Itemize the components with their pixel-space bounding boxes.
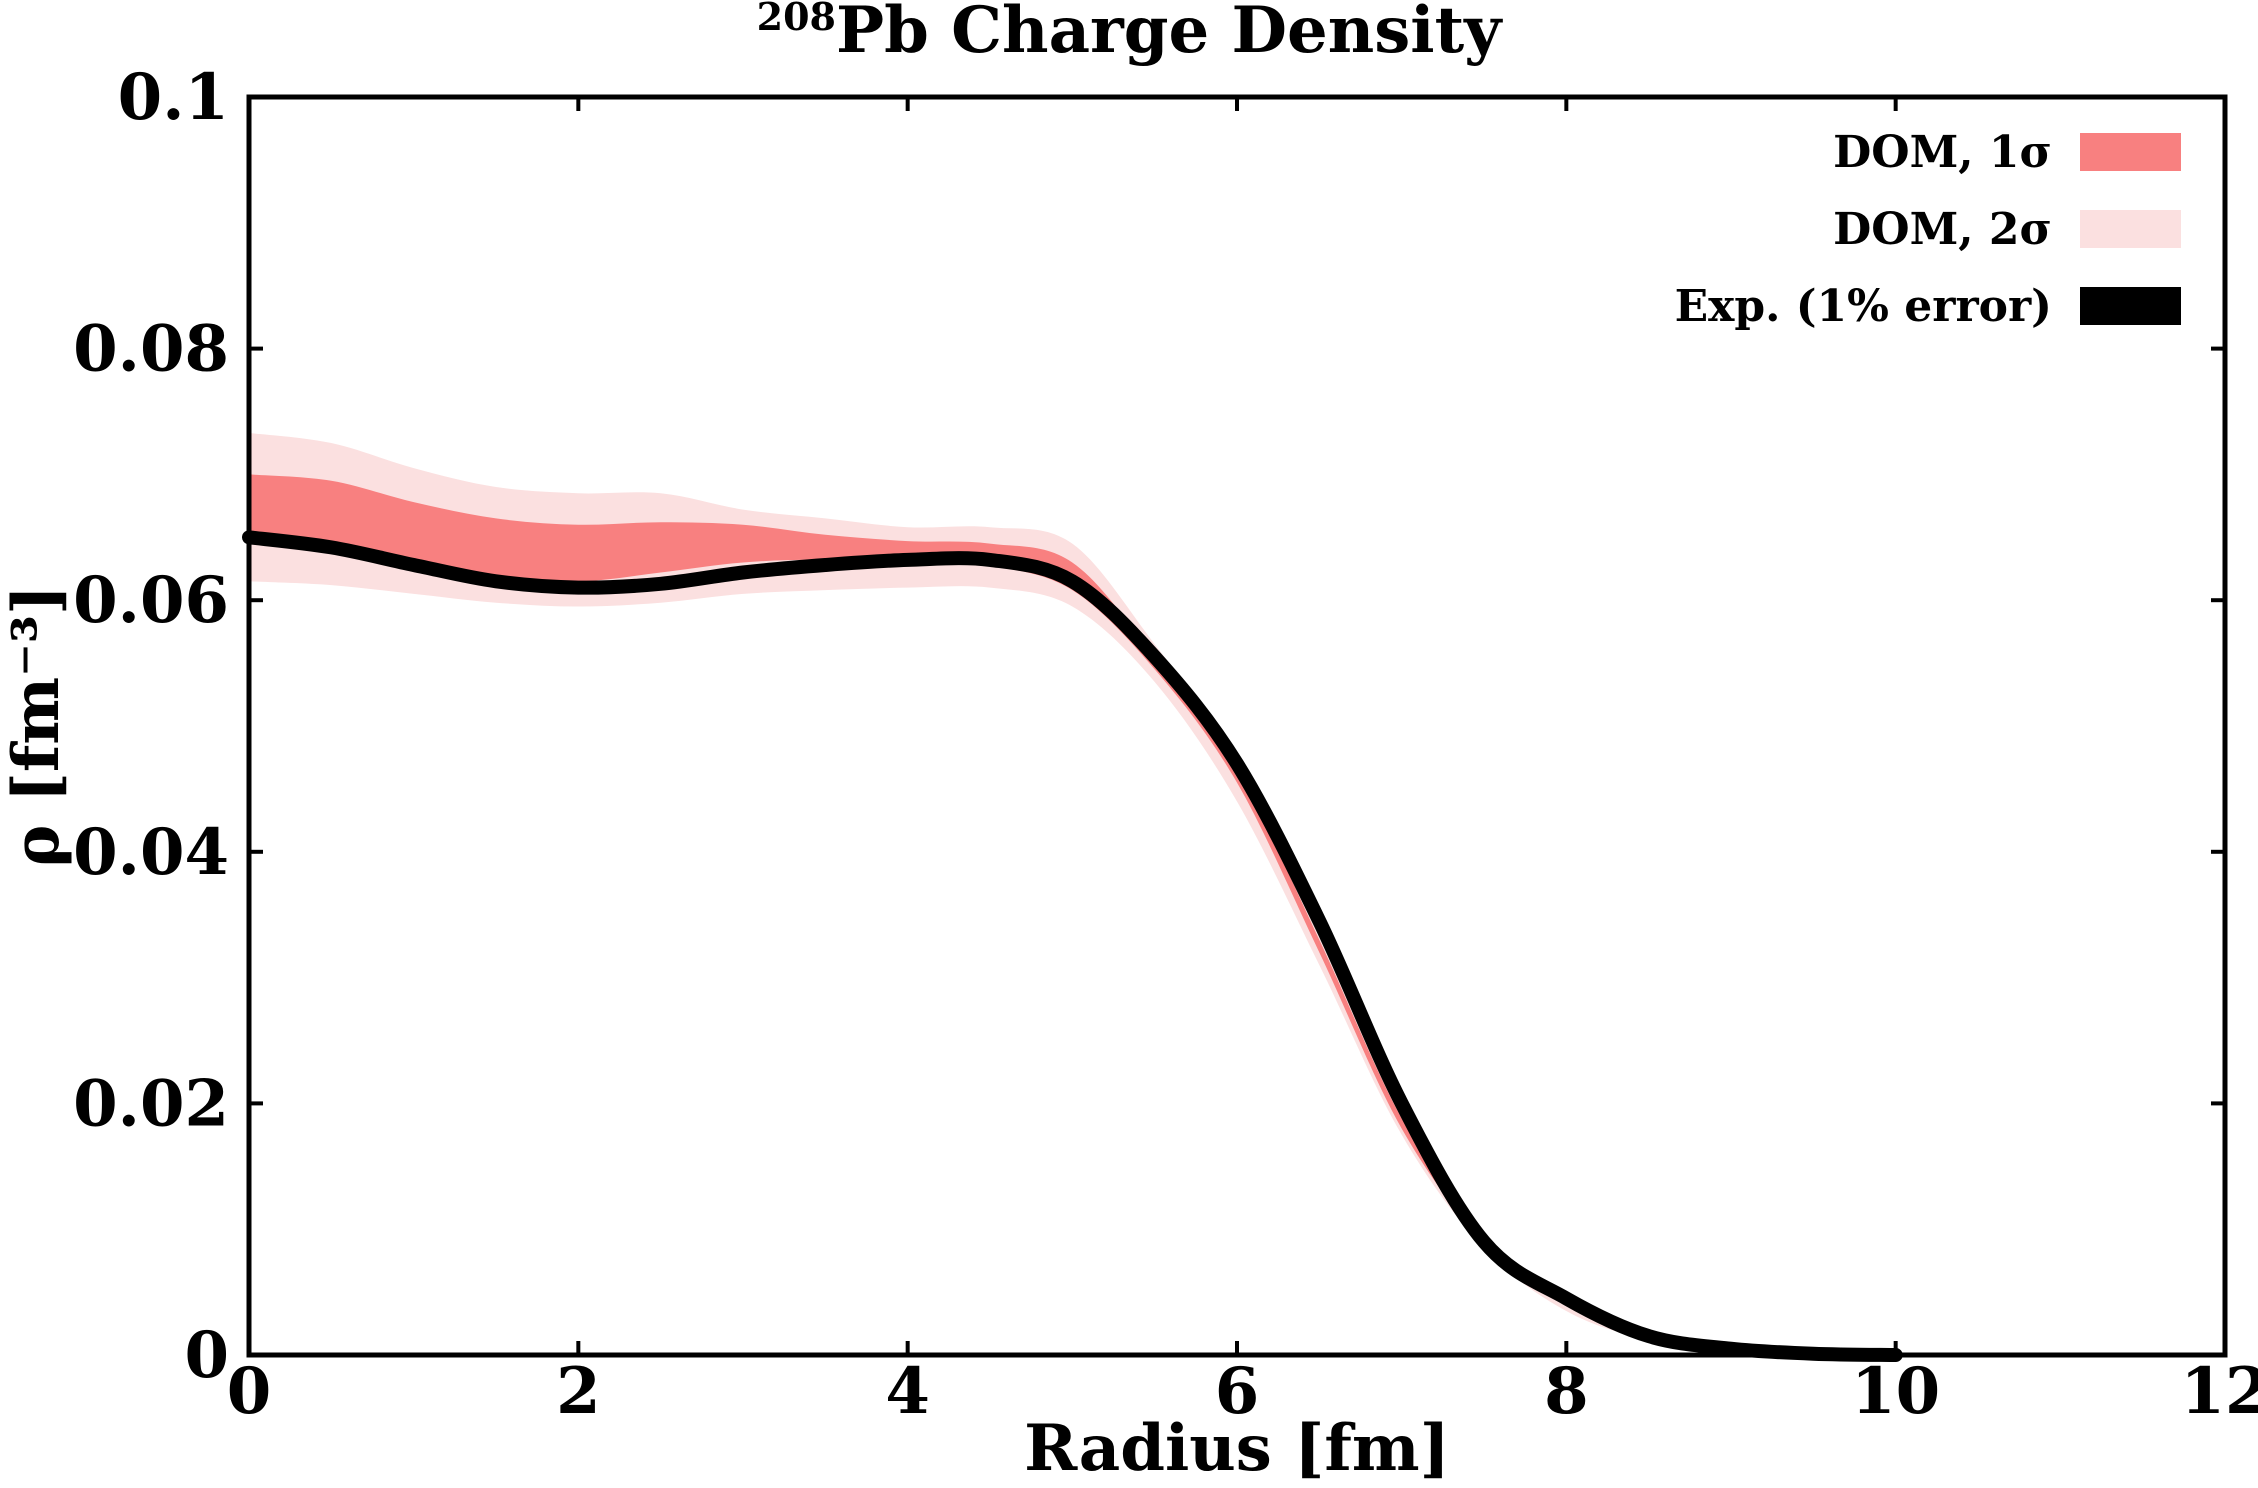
x-axis-title: Radius [fm] xyxy=(1024,1411,1450,1486)
y-axis-ticks: 0 0.02 0.04 0.06 0.08 0.1 xyxy=(73,60,2225,1393)
y-tick-label: 0.06 xyxy=(73,563,229,638)
x-tick-label: 2 xyxy=(556,1354,601,1429)
legend-label: Exp. (1% error) xyxy=(1675,281,2052,332)
legend-label: DOM, 2σ xyxy=(1833,204,2052,255)
x-tick-label: 0 xyxy=(227,1354,272,1429)
x-tick-label: 10 xyxy=(1851,1354,1940,1429)
x-axis-ticks: 0 2 4 6 8 10 12 xyxy=(227,97,2258,1429)
title-text: Pb Charge Density xyxy=(836,0,1503,68)
legend-swatch xyxy=(2080,133,2181,171)
x-tick-label: 12 xyxy=(2180,1354,2258,1429)
y-tick-label: 0 xyxy=(184,1318,229,1393)
y-tick-label: 0.1 xyxy=(118,60,229,135)
x-tick-label: 4 xyxy=(885,1354,930,1429)
legend-swatch xyxy=(2080,287,2181,325)
x-tick-label: 8 xyxy=(1544,1354,1589,1429)
plot-area xyxy=(242,432,1903,1362)
legend: DOM, 1σ DOM, 2σ Exp. (1% error) xyxy=(1675,127,2181,332)
y-tick-label: 0.04 xyxy=(73,815,229,890)
y-tick-label: 0.08 xyxy=(73,312,229,387)
legend-label: DOM, 1σ xyxy=(1833,127,2052,178)
chart-title: 208Pb Charge Density xyxy=(757,0,1504,68)
y-tick-label: 0.02 xyxy=(73,1066,229,1141)
x-tick-label: 6 xyxy=(1215,1354,1260,1429)
legend-swatch xyxy=(2080,210,2181,248)
experiment-line xyxy=(242,530,1903,1362)
title-superscript: 208 xyxy=(757,0,836,39)
y-axis-title: ρ [fm⁻³] xyxy=(0,585,74,867)
